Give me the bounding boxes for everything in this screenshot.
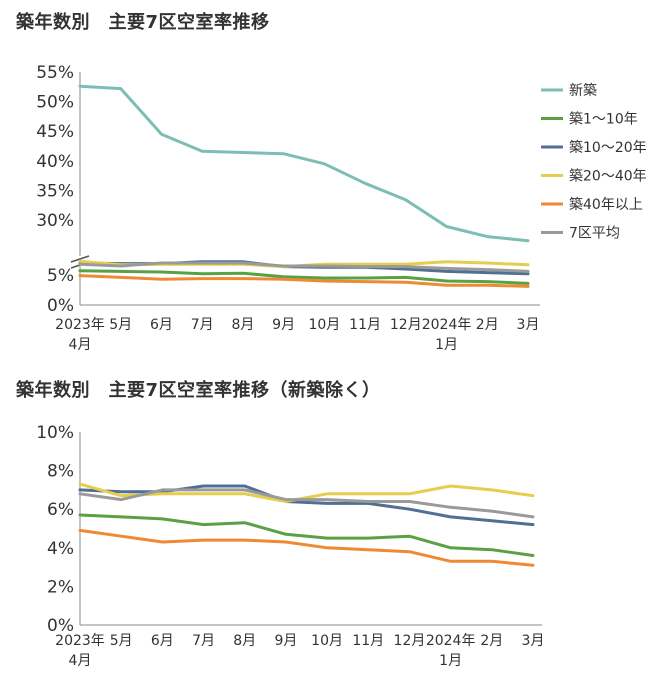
x-tick-label: 9月 [274, 633, 297, 649]
series-line-築40年以上 [78, 274, 530, 288]
series-line-築20-40年 [78, 482, 535, 503]
x-tick-label: 5月 [110, 633, 133, 649]
legend-label-新築: 新築 [569, 83, 597, 99]
x-tick-label: 10月 [311, 633, 343, 649]
y-tick-label: 45% [36, 122, 74, 142]
series-line-7区平均 [78, 488, 535, 519]
legend-label-築40年以上: 築40年以上 [569, 197, 643, 213]
y-tick-label: 2% [47, 577, 74, 597]
y-tick-label: 6% [47, 500, 74, 520]
x-tick-label: 7月 [191, 317, 214, 333]
x-tick-label: 10月 [308, 317, 340, 333]
y-tick-label: 5% [47, 266, 74, 286]
x-tick-label: 8月 [233, 633, 256, 649]
legend-label-築1-10年: 築1～10年 [569, 112, 638, 128]
series-line-7区平均 [78, 261, 530, 273]
x-tick-label: 11月 [349, 317, 381, 333]
x-tick-label: 9月 [272, 317, 295, 333]
y-tick-label: 0% [47, 296, 74, 316]
chart2-title: 築年数別 主要7区空室率推移（新築除く） [16, 380, 381, 401]
legend-label-築20-40年: 築20～40年 [569, 169, 647, 185]
y-tick-label: 10% [36, 423, 74, 443]
series-line-新築 [78, 84, 530, 243]
axis-break-mark [70, 255, 90, 263]
x-tick-label: 2024年 1月 [422, 317, 472, 353]
x-tick-label: 2月 [480, 633, 503, 649]
x-tick-label: 6月 [150, 317, 173, 333]
y-tick-label: 30% [36, 211, 74, 231]
x-tick-label: 2023年 4月 [55, 317, 105, 353]
y-tick-label: 4% [47, 539, 74, 559]
series-line-築1-10年 [78, 269, 530, 285]
legend-label-7区平均: 7区平均 [569, 226, 620, 242]
y-tick-label: 55% [36, 63, 74, 83]
x-tick-label: 5月 [109, 317, 132, 333]
legend-label-築10-20年: 築10～20年 [569, 140, 647, 156]
x-tick-label: 2月 [476, 317, 499, 333]
x-tick-label: 2023年 4月 [55, 633, 105, 669]
x-tick-label: 2024年 1月 [426, 633, 476, 669]
series-line-築1-10年 [78, 513, 535, 557]
series-line-築40年以上 [78, 528, 535, 567]
x-tick-label: 6月 [151, 633, 174, 649]
x-tick-label: 12月 [394, 633, 426, 649]
x-tick-label: 11月 [352, 633, 384, 649]
x-tick-label: 3月 [522, 633, 545, 649]
y-tick-label: 40% [36, 152, 74, 172]
y-tick-label: 50% [36, 93, 74, 113]
chart1-title: 築年数別 主要7区空室率推移 [16, 12, 270, 33]
x-tick-label: 12月 [390, 317, 422, 333]
x-tick-label: 3月 [517, 317, 540, 333]
y-tick-label: 8% [47, 462, 74, 482]
y-tick-label: 0% [47, 616, 74, 636]
y-tick-label: 35% [36, 181, 74, 201]
x-tick-label: 7月 [192, 633, 215, 649]
x-tick-label: 8月 [231, 317, 254, 333]
